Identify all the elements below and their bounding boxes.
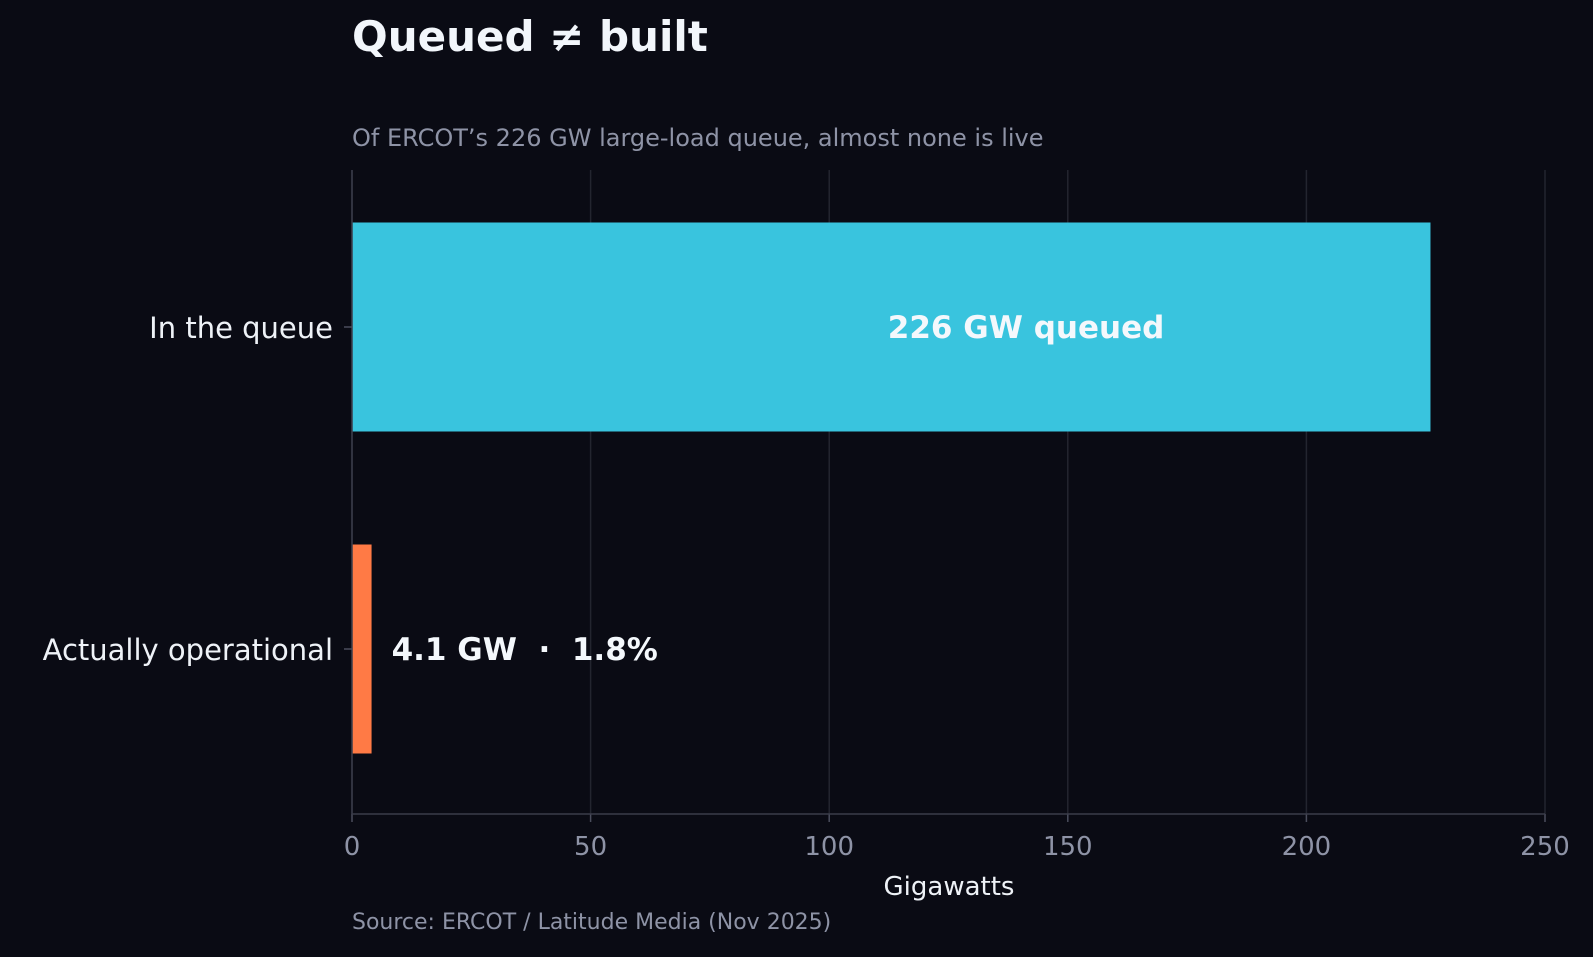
x-tick-label-250: 250 (1520, 832, 1570, 862)
bars: 226 GW queued 4.1 GW · 1.8% (352, 222, 1431, 754)
chart-subtitle: Of ERCOT’s 226 GW large-load queue, almo… (352, 124, 1044, 152)
x-tick-label-100: 100 (804, 832, 854, 862)
chart-title: Queued ≠ built (352, 12, 708, 61)
x-axis-title: Gigawatts (884, 872, 1015, 902)
x-tick-label-200: 200 (1282, 832, 1332, 862)
x-tick-label-50: 50 (574, 832, 607, 862)
x-tick-label-0: 0 (344, 832, 361, 862)
bar-label-0: 226 GW queued (888, 310, 1165, 346)
bar-1 (352, 544, 372, 754)
source-note: Source: ERCOT / Latitude Media (Nov 2025… (352, 910, 832, 935)
x-tick-label-150: 150 (1043, 832, 1093, 862)
bar-label-1: 4.1 GW · 1.8% (392, 632, 658, 668)
category-label-0: In the queue (149, 311, 333, 345)
axes: 0 50 100 150 200 250 In the queue Actually oper… (43, 170, 1570, 862)
category-label-1: Actually operational (43, 633, 333, 667)
bar-0 (352, 222, 1431, 432)
